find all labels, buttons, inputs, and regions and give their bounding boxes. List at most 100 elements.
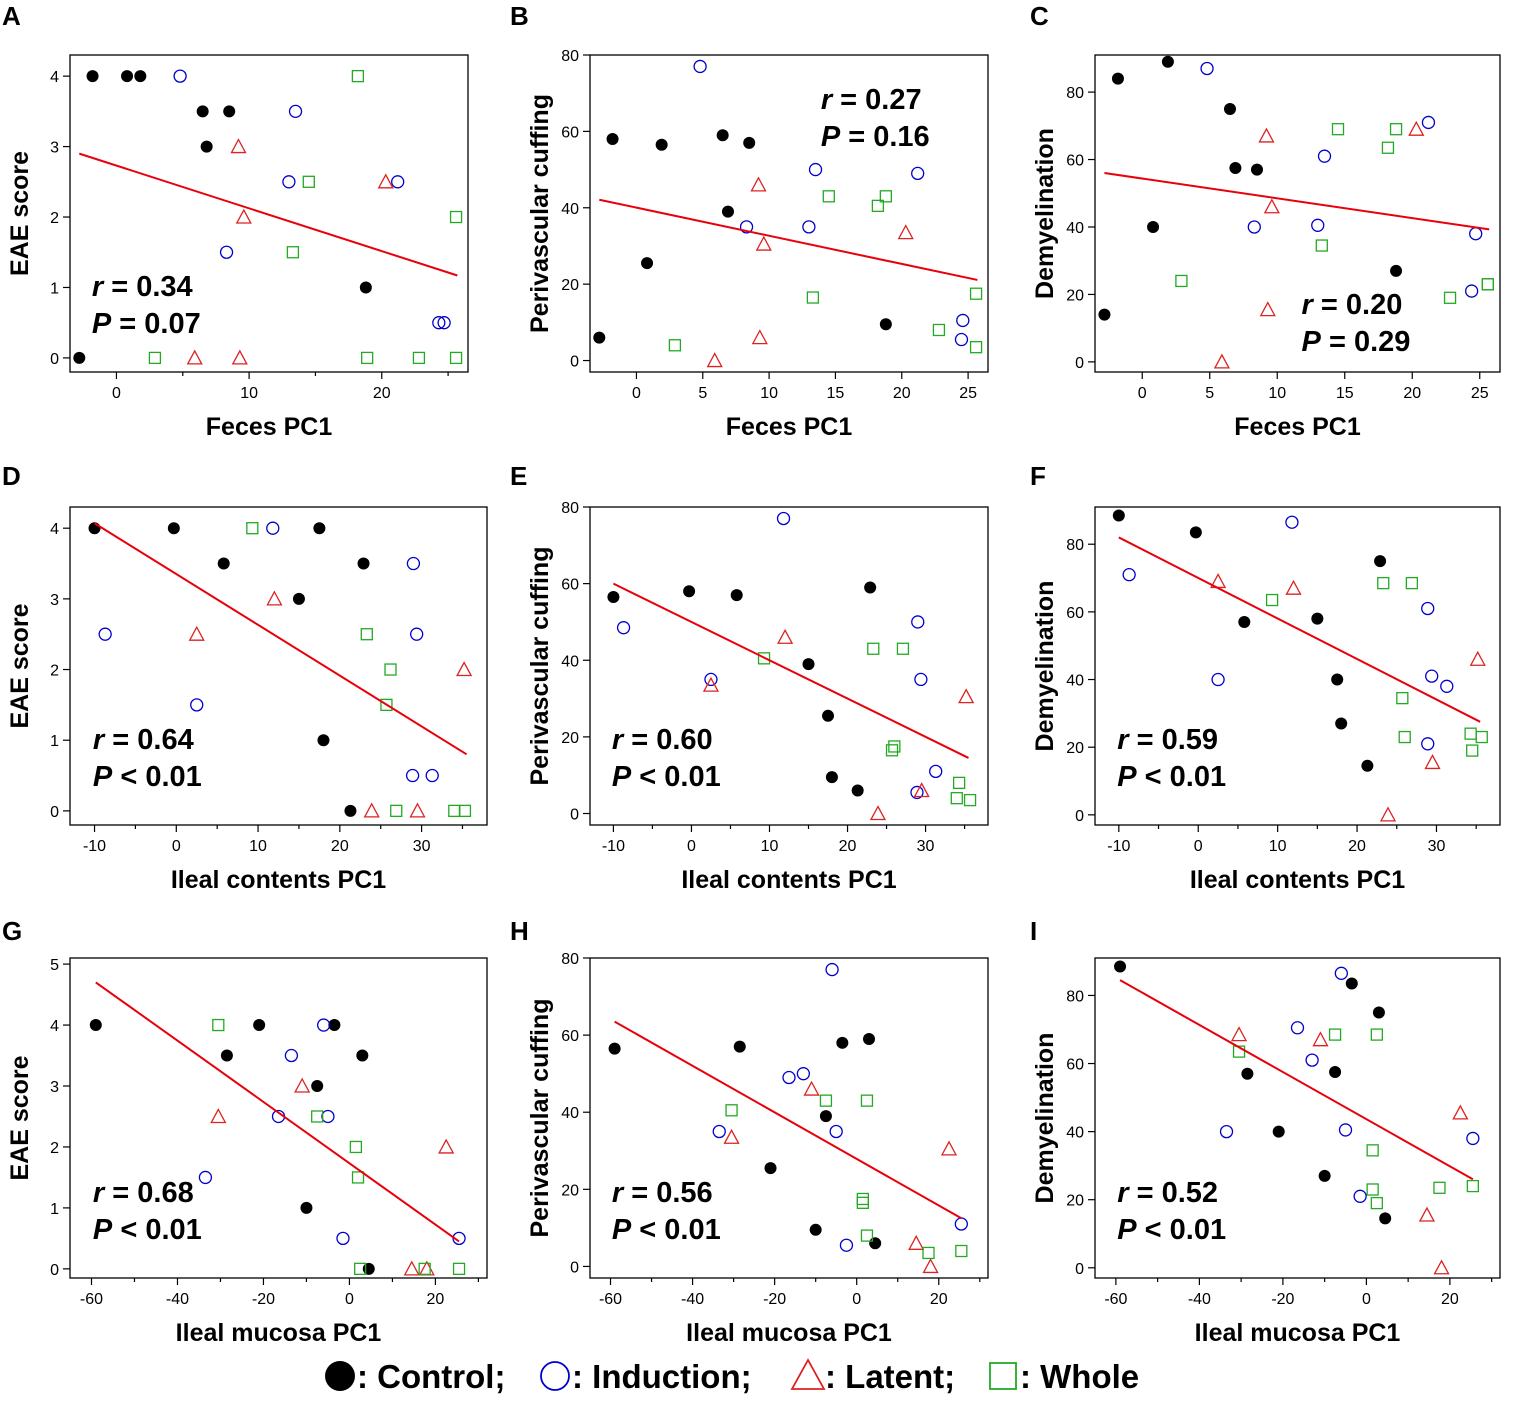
point-latent: [755, 235, 772, 251]
point-induction: [190, 698, 204, 712]
point-control: [641, 257, 654, 270]
stat-r-symbol: r: [92, 271, 105, 303]
x-tick-label: 0: [687, 838, 696, 855]
point-induction: [406, 556, 421, 571]
y-tick-label: 80: [561, 48, 579, 65]
point-induction: [616, 621, 631, 635]
panel-g: G -60 -40 -20 0 20 0 1 2 3 4 5 Ileal mucosa PC1 EAE s…: [2, 916, 488, 1347]
point-induction: [914, 672, 928, 687]
y-tick-label: 2: [50, 1140, 59, 1157]
point-induction: [1421, 115, 1436, 130]
y-tick-label: 40: [1066, 673, 1084, 690]
point-control: [1224, 102, 1236, 115]
stat-r-symbol: r: [1302, 289, 1315, 321]
point-whole: [360, 628, 373, 641]
x-axis-label: Ileal mucosa PC1: [686, 1319, 892, 1347]
x-tick-label: 20: [930, 1291, 948, 1308]
point-control: [1147, 220, 1160, 233]
panel-letter: H: [510, 916, 529, 946]
point-induction: [1311, 218, 1325, 232]
x-tick-label: 20: [331, 838, 349, 855]
point-latent: [377, 173, 394, 189]
point-whole: [896, 642, 910, 655]
point-latent: [908, 1234, 925, 1250]
point-induction: [284, 1048, 299, 1063]
point-whole: [302, 175, 315, 188]
point-whole: [1433, 1181, 1446, 1194]
point-latent: [723, 1128, 740, 1144]
point-whole: [1389, 123, 1403, 136]
stat-p: P < 0.01: [1117, 1214, 1226, 1246]
point-induction: [954, 332, 969, 347]
point-control: [167, 522, 180, 535]
point-control: [733, 1040, 746, 1053]
stat-r-symbol: r: [93, 1177, 106, 1209]
x-tick-label: 0: [172, 838, 181, 855]
y-tick-label: 0: [1075, 355, 1084, 372]
x-tick-label: -60: [80, 1291, 103, 1308]
y-tick-label: 60: [561, 577, 579, 594]
point-latent: [231, 349, 248, 365]
point-latent: [913, 782, 930, 798]
point-control: [313, 522, 326, 535]
point-control: [220, 1049, 233, 1062]
stat-r-value: = 0.27: [832, 84, 922, 116]
y-tick-label: 4: [50, 521, 59, 538]
x-axis-label: Ileal contents PC1: [1190, 866, 1405, 894]
regression-line: [95, 981, 460, 1243]
point-control: [217, 557, 230, 570]
stat-r-value: = 0.56: [623, 1177, 713, 1209]
point-whole: [1464, 727, 1477, 740]
plot-frame: [1094, 957, 1501, 1279]
point-control: [1372, 1006, 1385, 1019]
point-control: [836, 1036, 849, 1049]
point-control: [200, 140, 213, 153]
point-induction: [316, 1018, 331, 1032]
point-latent: [456, 661, 473, 677]
y-tick-label: 4: [50, 1018, 59, 1035]
point-latent: [188, 625, 205, 641]
y-tick-label: 60: [1066, 605, 1084, 622]
point-induction: [1305, 1053, 1319, 1067]
panel-letter: B: [510, 1, 529, 31]
legend-label: : Latent;: [825, 1358, 955, 1395]
panel-letter: G: [2, 916, 22, 946]
point-induction: [266, 521, 280, 535]
x-tick-label: 10: [760, 385, 778, 402]
point-control: [607, 591, 620, 604]
stat-p-symbol: P: [93, 1214, 113, 1246]
panel-h: H -60 -40 -20 0 20 0 20 40 60 80 Ileal mucosa PC1 Pe…: [510, 916, 989, 1347]
point-whole: [412, 351, 426, 365]
point-whole: [354, 1262, 367, 1276]
point-induction: [1122, 568, 1136, 582]
point-control: [1311, 612, 1324, 625]
point-control: [1189, 526, 1202, 539]
point-whole: [969, 341, 983, 354]
point-whole: [1175, 274, 1188, 288]
point-latent: [750, 176, 767, 192]
point-induction: [1290, 1021, 1305, 1035]
stat-p-value: < 0.01: [112, 1214, 202, 1246]
point-control: [317, 734, 330, 747]
x-tick-label: 15: [1336, 385, 1354, 402]
x-tick-label: 25: [959, 385, 977, 402]
panel-i: I -60 -40 -20 0 20 0 20 40 60 80 Ileal mucosa PC1 De…: [1030, 916, 1501, 1347]
plot-frame: [589, 506, 989, 826]
y-tick-label: 20: [561, 730, 579, 747]
y-tick-label: 80: [1066, 988, 1084, 1005]
point-whole: [932, 323, 946, 337]
point-control: [863, 1032, 876, 1045]
point-latent: [1230, 1026, 1248, 1042]
point-induction: [452, 1231, 466, 1246]
point-latent: [186, 349, 203, 365]
x-axis-label: Feces PC1: [726, 413, 853, 441]
point-control: [1112, 509, 1125, 522]
point-induction: [173, 69, 187, 83]
point-control: [608, 1042, 621, 1055]
legend-label: : Control;: [357, 1358, 505, 1395]
point-whole: [1315, 239, 1328, 252]
point-latent: [1379, 806, 1397, 822]
stat-r-symbol: r: [1117, 1177, 1130, 1209]
point-whole: [819, 1094, 833, 1107]
point-whole: [969, 287, 983, 300]
